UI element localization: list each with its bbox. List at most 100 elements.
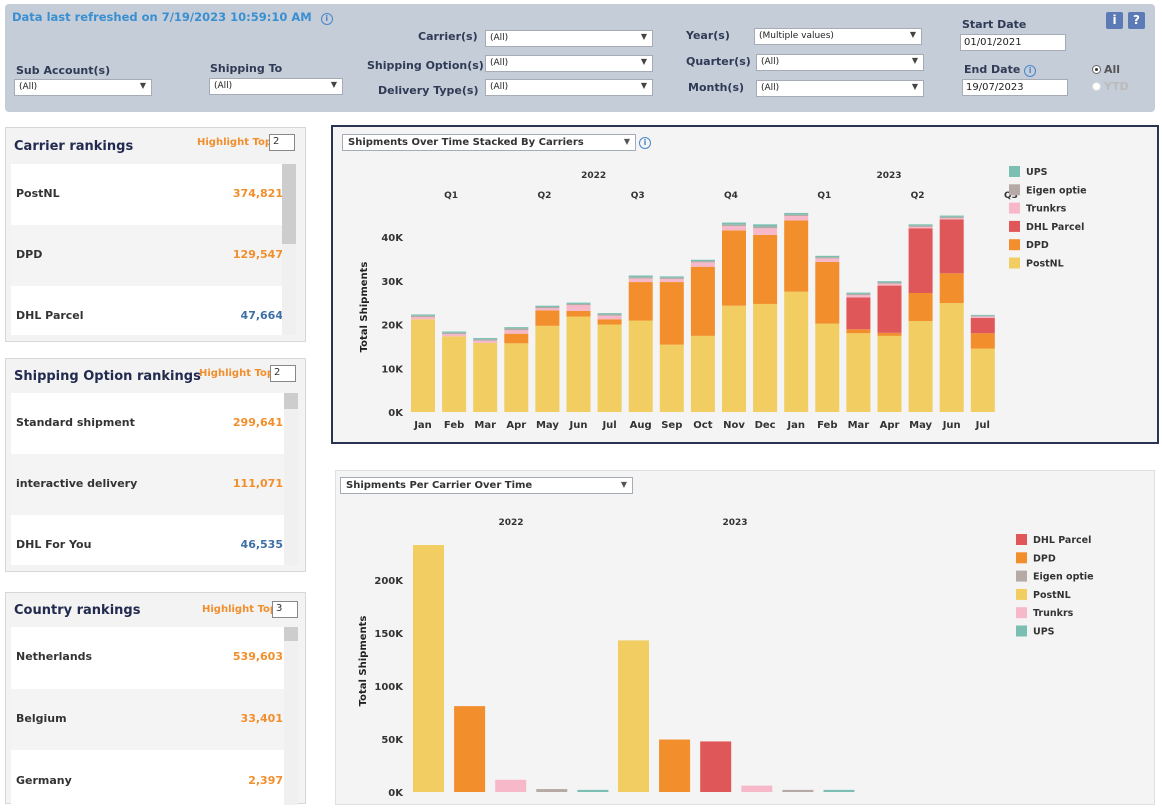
help-button[interactable]: ? (1128, 12, 1145, 29)
bar-segment-ups (877, 281, 902, 283)
legend-label: DPD (1026, 240, 1049, 251)
table-row[interactable]: Netherlands 539,603 (11, 627, 289, 688)
row-value: 33,401 (240, 712, 283, 725)
bar-segment-dpd (504, 333, 529, 344)
chevron-down-icon: ▼ (620, 480, 627, 489)
year-header: 2022 (498, 518, 523, 528)
y-tick-label: 0K (388, 788, 404, 799)
carriers-select[interactable]: (All) ▼ (485, 30, 653, 47)
table-row[interactable]: DPD 129,547 (11, 225, 289, 286)
carriers-label: Carrier(s) (418, 30, 478, 43)
end-date-label-text: End Date (964, 63, 1021, 76)
quarter-header: Q1 (444, 191, 458, 201)
panel-header: Carrier rankings Highlight Top 2 (6, 128, 305, 164)
quarter-header: Q2 (911, 191, 925, 201)
bar-segment-dpd (970, 333, 995, 349)
shipping-to-label: Shipping To (210, 62, 283, 75)
chart-view-select[interactable]: Shipments Over Time Stacked By Carriers ▼ (342, 134, 636, 151)
legend-label: Eigen optie (1026, 185, 1087, 196)
highlight-top-input[interactable]: 3 (272, 601, 298, 618)
row-value: 111,071 (232, 477, 283, 490)
chevron-down-icon: ▼ (911, 56, 918, 65)
chevron-down-icon: ▼ (909, 30, 916, 39)
shipping-to-select[interactable]: (All) ▼ (209, 78, 343, 95)
quarter-select[interactable]: (All) ▼ (756, 54, 924, 71)
highlight-top-label: Highlight Top (202, 604, 277, 615)
end-date-label: End Date i (964, 63, 1037, 77)
highlight-top-input[interactable]: 2 (270, 365, 296, 382)
table-row[interactable]: interactive delivery 111,071 (11, 454, 289, 515)
x-tick-label: May (536, 420, 559, 431)
bar-segment-eigen-optie (473, 339, 498, 341)
start-date-input[interactable]: 01/01/2021 (960, 34, 1066, 51)
chart-view-select[interactable]: Shipments Per Carrier Over Time ▼ (340, 477, 633, 494)
bar-segment-eigen-optie (628, 277, 653, 279)
legend-swatch (1016, 625, 1027, 637)
chevron-down-icon: ▼ (640, 57, 647, 66)
scrollbar-thumb[interactable] (282, 164, 296, 244)
table-row[interactable]: Belgium 33,401 (11, 689, 289, 750)
bar-segment-dpd (628, 282, 653, 321)
chevron-down-icon: ▼ (330, 80, 337, 89)
year-select[interactable]: (Multiple values) ▼ (754, 28, 922, 45)
row-name: interactive delivery (16, 477, 138, 490)
scrollbar-thumb[interactable] (284, 627, 298, 641)
info-icon[interactable]: i (1024, 65, 1037, 77)
bar-segment-ups (504, 327, 529, 329)
bar-segment-ups (970, 314, 995, 316)
radio-unselected-icon (1092, 82, 1101, 91)
bar-segment-eigen-optie (784, 214, 809, 216)
scrollbar[interactable] (284, 393, 298, 565)
sub-account-select[interactable]: (All) ▼ (14, 79, 152, 96)
info-icon[interactable]: i (320, 13, 333, 25)
info-icon[interactable]: i (639, 137, 651, 149)
period-radio-all[interactable]: All (1092, 63, 1120, 76)
chart-canvas: 0K 50K 100K 150K 200K Total Shipments 2022 2023… (358, 518, 1094, 799)
bar-segment-ups (784, 212, 809, 215)
end-date-input[interactable]: 19/07/2023 (962, 79, 1068, 96)
table-row[interactable]: Germany 2,397 (11, 751, 289, 805)
legend-swatch (1016, 588, 1027, 600)
period-radio-all-label: All (1104, 63, 1121, 76)
legend-swatch (1009, 239, 1020, 251)
scrollbar[interactable] (284, 627, 298, 805)
row-value: 374,821 (232, 187, 283, 200)
period-radio-ytd[interactable]: YTD (1092, 80, 1129, 93)
bar-postnl (618, 640, 649, 792)
row-name: Netherlands (16, 650, 93, 663)
month-select[interactable]: (All) ▼ (756, 80, 924, 97)
scrollbar[interactable] (282, 164, 296, 335)
bar-segment-postnl (939, 303, 964, 412)
carriers-value: (All) (490, 33, 509, 43)
bar-segment-dpd (784, 220, 809, 292)
scrollbar-thumb[interactable] (284, 393, 298, 409)
bar-segment-eigen-optie (597, 314, 622, 316)
shipping-option-select[interactable]: (All) ▼ (485, 55, 653, 72)
table-row[interactable]: DHL Parcel 47,664 (11, 286, 289, 335)
bar-segment-trunkrs (939, 218, 964, 220)
row-name: DHL For You (16, 538, 92, 551)
x-tick-label: Mar (474, 420, 496, 431)
bar-segment-postnl (722, 305, 746, 412)
legend-swatch (1016, 534, 1027, 545)
bar-segment-trunkrs (597, 315, 622, 320)
panel-header: Shipping Option rankings Highlight Top 2 (6, 359, 305, 395)
bar-segment-trunkrs (535, 308, 560, 311)
table-row[interactable]: Standard shipment 299,641 (11, 393, 289, 454)
row-name: Belgium (16, 712, 67, 725)
bar-segment-eigen-optie (970, 315, 995, 317)
highlight-top-input[interactable]: 2 (269, 134, 295, 151)
delivery-type-select[interactable]: (All) ▼ (485, 79, 653, 96)
x-tick-label: Jan (786, 420, 805, 431)
table-row[interactable]: DHL For You 46,535 (11, 515, 289, 565)
bar-segment-dpd (846, 329, 871, 334)
bar-eigen-optie (536, 789, 568, 792)
chevron-down-icon: ▼ (640, 81, 647, 90)
bar-segment-ups (442, 331, 467, 333)
info-button[interactable]: i (1106, 12, 1123, 29)
bar-segment-postnl (411, 319, 435, 412)
table-row[interactable]: PostNL 374,821 (11, 164, 289, 225)
legend-swatch (1016, 607, 1027, 619)
bar-segment-trunkrs (877, 283, 902, 286)
row-value: 299,641 (232, 416, 283, 429)
